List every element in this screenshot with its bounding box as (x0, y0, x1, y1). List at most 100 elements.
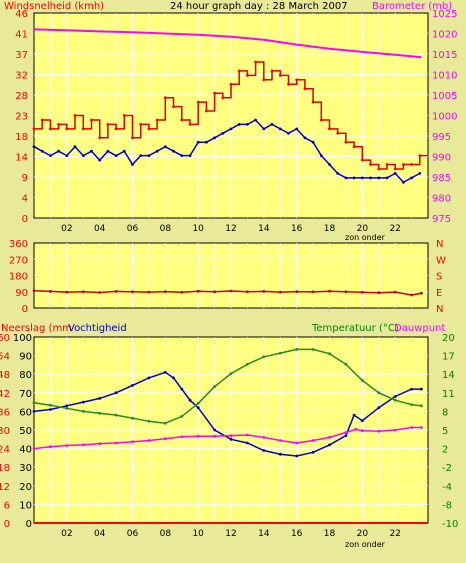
wind-average-point (270, 123, 274, 126)
wind-speed-point (73, 114, 77, 117)
wind-average-point (295, 127, 299, 131)
dewpoint-point (147, 439, 151, 442)
dewpoint-point (98, 442, 102, 445)
x-tick-label: 14 (258, 224, 270, 234)
x-tick-label: 12 (225, 529, 236, 539)
temperature-point (65, 406, 69, 410)
humidity-point (410, 387, 413, 391)
direction-tick-label: 180 (9, 272, 28, 283)
wind-average-point (114, 154, 118, 158)
rain-tick-label: 0 (4, 519, 10, 530)
wind-average-point (328, 163, 331, 166)
wind-speed-point (270, 69, 274, 73)
wind-average-point (139, 154, 143, 158)
wind-average-point (205, 140, 208, 144)
wind-direction-point (81, 290, 85, 294)
temperature-point (229, 372, 233, 375)
humidity-point (213, 428, 217, 432)
dewpoint-point (393, 428, 397, 432)
temperature-point (114, 413, 118, 417)
dewpoint-point (410, 426, 413, 429)
direction-tick-label: 0 (22, 304, 28, 315)
wind-tick-label: 32 (15, 71, 28, 82)
x-tick-label: 18 (324, 224, 336, 234)
wind-average-point (418, 172, 422, 175)
wind-tick-label: 46 (15, 9, 28, 20)
dewpoint-axis-title: Dauwpunt (394, 323, 445, 334)
wind-speed-point (90, 118, 93, 122)
temperature-point (196, 401, 200, 405)
dewpoint-point (213, 434, 217, 438)
humidity-point (114, 391, 118, 395)
compass-tick-label: W (436, 255, 446, 266)
wind-speed-line (34, 61, 428, 170)
dewpoint-point (420, 426, 423, 429)
wind-speed-point (57, 123, 60, 126)
humidity-point (147, 376, 151, 380)
wind-average-point (98, 158, 102, 162)
wind-average-point (377, 176, 381, 180)
wind-speed-point (131, 136, 134, 140)
rain-axis-labels: 0 6 12 18 24 30 36 42 48 54 60 (0, 333, 10, 530)
rain-tick-label: 42 (0, 389, 10, 400)
barometer-line (33, 28, 422, 59)
wind-direction-point (410, 293, 413, 297)
wind-speed-point (81, 127, 85, 131)
humidity-point (172, 376, 175, 380)
temperature-point (32, 401, 36, 405)
wind-average-point (163, 145, 167, 149)
wind-speed-point (402, 163, 405, 166)
x-tick-label: 06 (127, 224, 139, 234)
humidity-point (98, 397, 102, 400)
wind-tick-label: 28 (15, 91, 28, 102)
wind-direction-point (393, 290, 397, 294)
wind-speed-point (32, 127, 36, 131)
wind-direction-point (311, 290, 315, 294)
x-tick-label: 04 (94, 224, 106, 234)
temperature-point (344, 362, 348, 366)
wind-speed-point (336, 131, 340, 135)
temperature-point (360, 379, 364, 382)
humidity-point (311, 450, 315, 454)
sunset-label-bottom: zon onder (345, 540, 386, 549)
wind-direction-point (278, 290, 282, 294)
temperature-series (32, 348, 428, 524)
barometer-tick-label: 990 (432, 153, 451, 164)
wind-speed-point (180, 118, 184, 122)
wind-speed-point (369, 163, 372, 166)
wind-average-point (172, 149, 175, 153)
temperature-axis-labels: -10 -8 -4 -2 2 5 8 11 14 17 20 (442, 333, 458, 530)
x-tick-label: 10 (192, 224, 204, 234)
temperature-point (328, 352, 331, 356)
wind-speed-point (163, 96, 167, 100)
wind-speed-point (246, 74, 249, 77)
humidity-tick-label: 50 (19, 426, 32, 437)
humidity-tick-label: 30 (19, 463, 32, 474)
barometer-tick-label: 1005 (432, 91, 457, 102)
wind-tick-label: 0 (22, 214, 28, 225)
x-tick-label: 18 (324, 529, 336, 539)
wind-tick-label: 41 (15, 30, 28, 41)
dewpoint-point (32, 447, 36, 450)
temperature-point (295, 348, 299, 351)
dewpoint-point (311, 439, 315, 442)
humidity-point (180, 387, 184, 391)
wind-average-point (57, 149, 60, 153)
barometer-tick-label: 1010 (432, 71, 457, 82)
wind-speed-point (303, 87, 307, 91)
wind-average-point (336, 172, 340, 175)
wind-average-point (221, 131, 225, 135)
wind-average-point (90, 149, 93, 153)
x-tick-label: 16 (291, 224, 303, 234)
chart-title: 24 hour graph day : 28 March 2007 (170, 1, 348, 12)
wind-speed-point (49, 127, 52, 131)
humidity-point (262, 449, 266, 452)
barometer-tick-label: 980 (432, 194, 451, 205)
wind-tick-label: 23 (15, 112, 28, 123)
wind-average-point (402, 180, 405, 184)
temperature-point (311, 348, 315, 351)
temperature-tick-label: 14 (442, 370, 455, 381)
wind-speed-point (360, 158, 364, 162)
